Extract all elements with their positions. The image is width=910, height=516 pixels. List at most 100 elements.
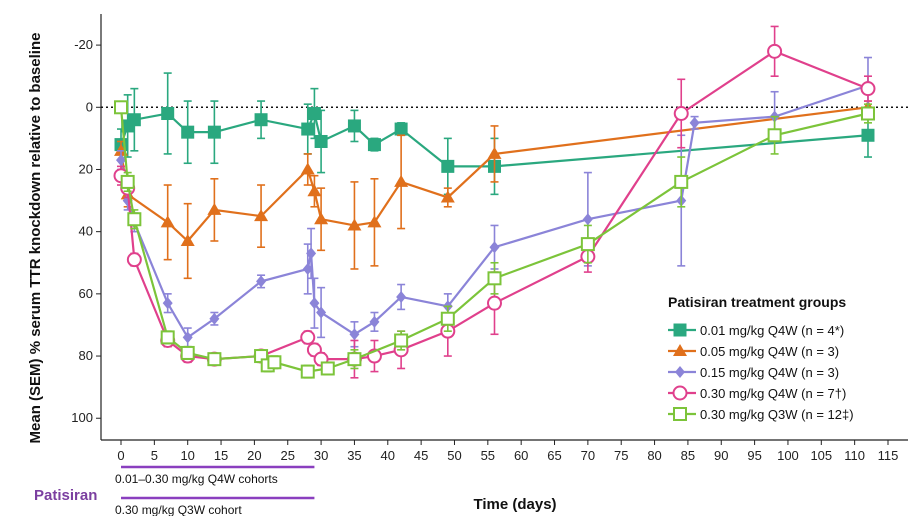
data-point <box>126 252 142 268</box>
x-tick-label: 60 <box>514 448 528 463</box>
x-tick-label: 105 <box>810 448 832 463</box>
x-tick-label: 15 <box>214 448 228 463</box>
data-point <box>347 218 362 231</box>
data-point <box>314 212 329 225</box>
legend-label: 0.05 mg/kg Q4W (n = 3) <box>700 344 839 359</box>
dosing-annotation: Patisiran 0.01–0.30 mg/kg Q4W cohorts 0.30… <box>34 465 315 516</box>
y-tick-label: 20 <box>79 161 93 176</box>
legend-title: Patisiran treatment groups <box>668 294 846 310</box>
data-point <box>127 212 142 227</box>
x-tick-label: 20 <box>247 448 261 463</box>
data-point <box>367 138 381 152</box>
data-point <box>860 106 875 121</box>
x-tick-label: 115 <box>878 448 899 463</box>
data-point <box>209 312 220 325</box>
data-point <box>302 262 313 275</box>
data-point <box>767 128 782 143</box>
y-tick-label: 60 <box>79 286 93 301</box>
legend-marker <box>672 385 688 401</box>
x-tick-label: 5 <box>151 448 158 463</box>
data-point <box>300 329 316 345</box>
legend: Patisiran treatment groups 0.01 mg/kg Q4W… <box>668 294 854 422</box>
data-point <box>309 297 320 310</box>
data-point <box>861 128 875 142</box>
x-tick-label: 85 <box>681 448 695 463</box>
data-point <box>487 271 502 286</box>
data-point <box>580 237 595 252</box>
legend-label: 0.30 mg/kg Q4W (n = 7†) <box>700 386 846 401</box>
x-tick-label: 95 <box>747 448 761 463</box>
data-point <box>207 352 222 367</box>
data-point <box>207 202 222 215</box>
data-point <box>181 125 195 139</box>
data-point <box>440 190 455 203</box>
series-5 <box>114 100 875 379</box>
legend-marker <box>673 344 687 356</box>
data-point <box>267 355 282 370</box>
data-point <box>394 122 408 136</box>
data-point <box>689 116 700 129</box>
x-tick-label: 45 <box>414 448 428 463</box>
x-tick-label: 110 <box>844 448 865 463</box>
data-point <box>767 43 783 59</box>
data-point <box>116 154 127 167</box>
legend-label: 0.30 mg/kg Q3W (n = 12‡) <box>700 407 854 422</box>
data-point <box>254 209 269 222</box>
data-point <box>182 331 193 344</box>
data-point <box>673 106 689 122</box>
legend-label: 0.15 mg/kg Q4W (n = 3) <box>700 365 839 380</box>
x-tick-label: 10 <box>180 448 194 463</box>
data-point <box>489 241 500 254</box>
data-point <box>180 345 195 360</box>
data-point <box>300 364 315 379</box>
data-point <box>160 215 175 228</box>
data-point <box>674 174 689 189</box>
x-tick-label: 55 <box>481 448 495 463</box>
legend-marker <box>673 407 687 421</box>
data-point <box>441 159 455 173</box>
x-tick-label: 70 <box>581 448 595 463</box>
data-point <box>162 297 173 310</box>
y-tick-label: 40 <box>79 224 93 239</box>
data-point <box>114 100 129 115</box>
data-point <box>161 107 175 121</box>
x-tick-label: 30 <box>314 448 328 463</box>
data-point <box>256 275 267 288</box>
y-axis-title: Mean (SEM) % serum TTR knockdown relativ… <box>27 33 44 444</box>
data-point <box>396 290 407 303</box>
x-tick-label: 50 <box>447 448 461 463</box>
data-point <box>367 215 382 228</box>
data-point <box>320 361 335 376</box>
x-tick-label: 90 <box>714 448 728 463</box>
x-tick-label: 25 <box>281 448 295 463</box>
x-tick-label: 80 <box>647 448 661 463</box>
dosing-bar-label: 0.01–0.30 mg/kg Q4W cohorts <box>115 472 278 486</box>
x-tick-label: 35 <box>347 448 361 463</box>
data-point <box>301 122 315 136</box>
data-point <box>369 315 380 328</box>
data-point <box>440 311 455 326</box>
x-tick-label: 65 <box>547 448 561 463</box>
x-tick-label: 75 <box>614 448 628 463</box>
data-point <box>307 107 321 121</box>
y-tick-label: -20 <box>74 37 93 52</box>
legend-label: 0.01 mg/kg Q4W (n = 4*) <box>700 323 844 338</box>
series-line <box>119 110 869 168</box>
data-point <box>487 146 502 159</box>
legend-marker <box>675 366 685 378</box>
data-point <box>394 333 409 348</box>
data-point <box>860 81 876 97</box>
data-point <box>394 174 409 187</box>
data-point <box>120 174 135 189</box>
y-tick-label: 0 <box>86 99 93 114</box>
data-point <box>314 134 328 148</box>
data-point <box>316 306 327 319</box>
plot-layer: -20 0 20 40 60 80 100 0 5 10 15 20 25 30 35 40 45 50 55 60 6… <box>71 14 908 463</box>
data-point <box>254 113 268 127</box>
x-tick-label: 0 <box>117 448 124 463</box>
data-point <box>180 233 195 246</box>
data-point <box>127 113 141 127</box>
data-point <box>582 213 593 226</box>
